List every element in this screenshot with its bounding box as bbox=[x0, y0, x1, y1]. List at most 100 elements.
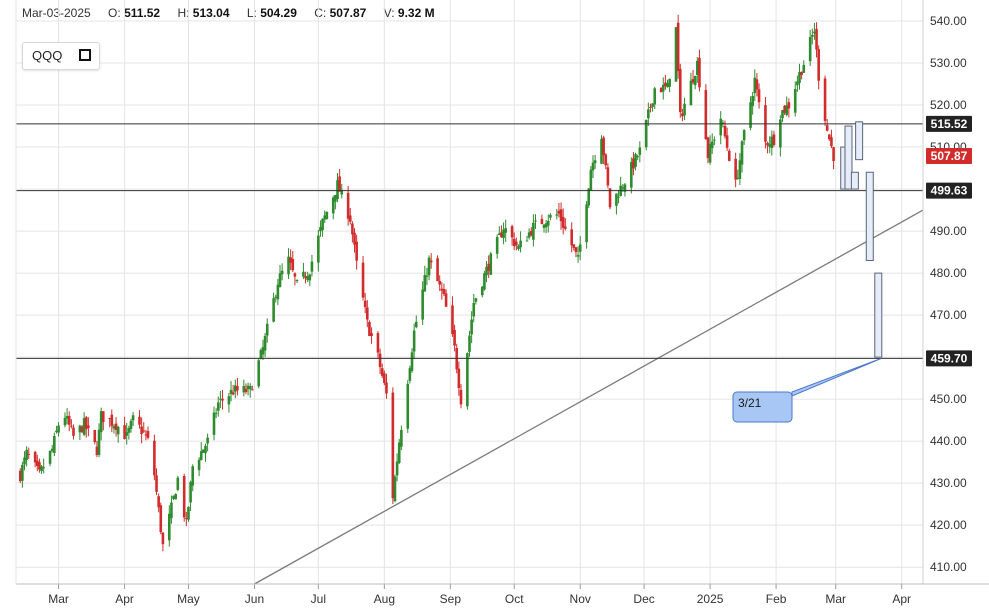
candle-body bbox=[129, 420, 133, 429]
candle-body bbox=[589, 169, 593, 191]
candle-body bbox=[572, 244, 576, 248]
candle-body bbox=[383, 373, 386, 383]
projection-box bbox=[865, 171, 874, 261]
candle-body bbox=[302, 271, 305, 277]
y-tick-label: 520.00 bbox=[930, 98, 967, 112]
candle-body bbox=[813, 31, 816, 34]
candle-body bbox=[336, 180, 339, 200]
symbol-box[interactable]: QQQ bbox=[22, 42, 100, 70]
candle-body bbox=[727, 150, 731, 161]
candle-body bbox=[397, 442, 401, 463]
candle-body bbox=[796, 81, 799, 86]
candle-body bbox=[772, 134, 776, 145]
candle-body bbox=[615, 193, 618, 206]
candle-body bbox=[40, 466, 43, 472]
x-tick-label: May bbox=[177, 592, 200, 606]
candle-body bbox=[108, 418, 111, 420]
candle-body bbox=[621, 187, 625, 189]
open-value: 511.52 bbox=[124, 6, 161, 20]
candle-body bbox=[334, 194, 337, 202]
candle-body bbox=[191, 466, 195, 486]
candle-body bbox=[636, 156, 639, 158]
y-tick-label: 440.00 bbox=[930, 434, 967, 448]
candle-body bbox=[578, 244, 582, 252]
candle-body bbox=[653, 88, 657, 105]
x-tick-label: Jul bbox=[311, 592, 326, 606]
grid bbox=[16, 0, 923, 584]
candle-body bbox=[600, 139, 603, 164]
candle-body bbox=[734, 158, 737, 180]
y-tick-label: 430.00 bbox=[930, 476, 967, 490]
candle-body bbox=[140, 426, 143, 435]
candle-body bbox=[321, 218, 324, 231]
y-tick-label: 450.00 bbox=[930, 392, 967, 406]
candle-body bbox=[410, 352, 414, 371]
candle-body bbox=[532, 222, 535, 240]
candle-body bbox=[199, 451, 203, 460]
candle-body bbox=[423, 275, 427, 292]
candle-body bbox=[604, 154, 608, 166]
candle-body bbox=[798, 72, 801, 83]
candle-body bbox=[251, 389, 254, 391]
candle-body bbox=[236, 386, 239, 391]
candle-body bbox=[340, 189, 344, 195]
candle-body bbox=[634, 154, 637, 167]
candle-body bbox=[542, 224, 546, 228]
horizontal-levels bbox=[16, 123, 923, 359]
candle-body bbox=[227, 396, 231, 405]
candle-body bbox=[414, 321, 418, 328]
candle-body bbox=[138, 416, 141, 425]
candle-body bbox=[355, 241, 358, 261]
candle-body bbox=[157, 496, 160, 508]
bar-date: Mar-03-2025 bbox=[22, 6, 91, 20]
candle-body bbox=[229, 389, 233, 394]
candle-body bbox=[483, 273, 486, 290]
candle-body bbox=[278, 273, 282, 288]
candle-body bbox=[427, 257, 431, 276]
candle-body bbox=[459, 389, 463, 405]
candle-body bbox=[755, 79, 759, 90]
candle-body bbox=[749, 102, 752, 128]
candle-body bbox=[768, 144, 772, 147]
level-price-tag bbox=[926, 115, 972, 132]
candle-body bbox=[817, 49, 820, 81]
candle-body bbox=[710, 141, 714, 149]
candle-body bbox=[182, 476, 186, 518]
candle-body bbox=[517, 245, 520, 250]
candle-body bbox=[649, 106, 652, 108]
candle-body bbox=[25, 449, 28, 460]
candle-body bbox=[214, 412, 218, 414]
candle-body bbox=[395, 461, 399, 476]
candle-body bbox=[125, 432, 129, 436]
y-tick-label: 490.00 bbox=[930, 224, 967, 238]
x-tick-label: Feb bbox=[766, 592, 787, 606]
candle-body bbox=[353, 232, 356, 245]
candle-body bbox=[593, 160, 597, 164]
candle-body bbox=[664, 82, 667, 87]
candle-body bbox=[35, 460, 39, 466]
candle-body bbox=[280, 270, 284, 275]
candle-body bbox=[23, 457, 26, 465]
volume-value: 9.32 M bbox=[397, 6, 435, 20]
fullscreen-icon[interactable] bbox=[79, 49, 91, 61]
candle-body bbox=[623, 184, 627, 192]
candle-body bbox=[363, 300, 367, 308]
candle-body bbox=[495, 236, 499, 254]
candle-body bbox=[310, 261, 314, 272]
candle-body bbox=[489, 253, 493, 275]
candle-body bbox=[512, 238, 516, 247]
candle-body bbox=[400, 429, 403, 447]
projection-box bbox=[850, 171, 859, 190]
candle-body bbox=[480, 286, 484, 296]
candle-body bbox=[65, 416, 69, 419]
candle-body bbox=[95, 446, 99, 455]
candle-body bbox=[174, 494, 177, 500]
trendline-layer bbox=[254, 209, 924, 585]
candle-body bbox=[325, 211, 329, 219]
candle-body bbox=[638, 147, 642, 155]
candle-body bbox=[289, 257, 292, 263]
candle-body bbox=[828, 134, 831, 140]
candle-body bbox=[408, 368, 412, 381]
candle-body bbox=[474, 298, 478, 302]
